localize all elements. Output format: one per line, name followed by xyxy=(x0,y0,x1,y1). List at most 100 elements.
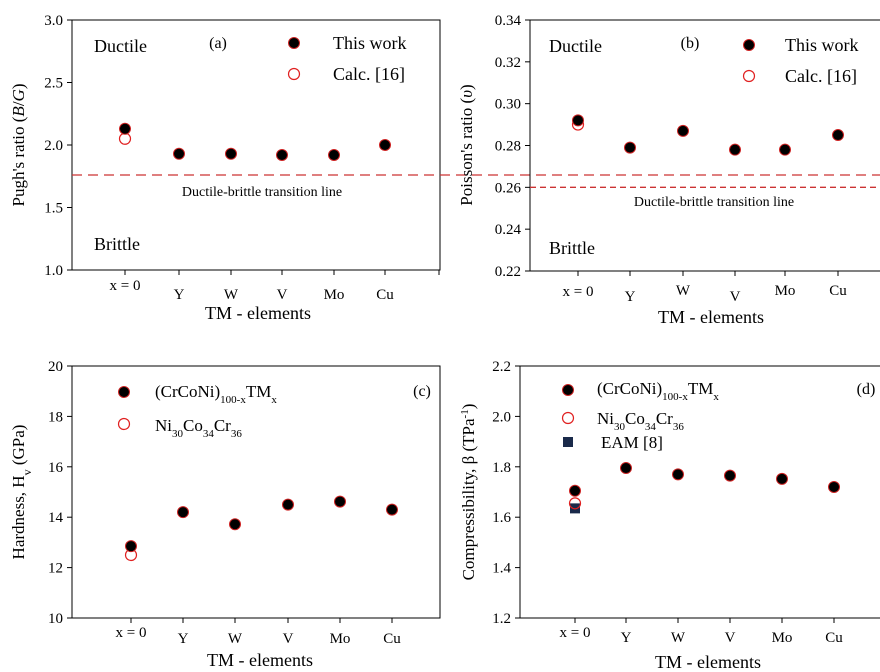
panel-b-x-axis-label: TM - elements xyxy=(658,307,764,327)
data-point xyxy=(572,114,584,127)
y-tick-label: 0.26 xyxy=(495,180,522,196)
y-tick-label: 12 xyxy=(48,561,63,577)
y-tick-label: 0.30 xyxy=(495,97,521,113)
y-tick-label: 1.4 xyxy=(492,561,511,577)
data-point xyxy=(229,518,241,531)
panel-a-legend: This work Calc. [16] xyxy=(287,33,407,84)
data-point xyxy=(276,149,288,161)
y-tick-label: 3.0 xyxy=(44,13,63,29)
panel-d-plot-frame xyxy=(519,365,880,619)
panel-a-region-brittle: Brittle xyxy=(94,234,140,254)
y-tick-label: 0.32 xyxy=(495,55,521,71)
y-tick-label: 20 xyxy=(48,359,63,375)
data-point xyxy=(225,147,237,160)
y-tick-label: 1.0 xyxy=(44,263,63,279)
panel-a-points xyxy=(118,122,391,161)
x-tick-label: Cu xyxy=(829,283,847,299)
data-point xyxy=(724,469,736,482)
panel-d-compressibility: 1.2 1.4 1.6 1.8 2.0 2.2 x = 0 Y W V Mo Cu Compress… xyxy=(459,359,880,672)
data-point xyxy=(568,497,582,510)
panel-b-region-brittle: Brittle xyxy=(549,238,595,258)
data-point xyxy=(779,143,791,156)
panel-b-poisson-ratio: 0.22 0.24 0.26 0.28 0.30 0.32 0.34 x = 0 Y W V Mo C… xyxy=(457,13,880,327)
panel-b-label: (b) xyxy=(681,35,700,52)
panel-b-legend: This work Calc. [16] xyxy=(742,35,859,86)
y-tick-label: 10 xyxy=(48,611,63,627)
data-point xyxy=(177,506,189,519)
panel-b-plot-frame xyxy=(529,19,880,272)
panel-c-x-axis-label: TM - elements xyxy=(207,650,313,670)
panel-a-legend-label-calc: Calc. [16] xyxy=(333,64,405,84)
data-point xyxy=(334,495,346,508)
panel-a-transition-label: Ductile-brittle transition line xyxy=(182,185,342,200)
panel-d-label: (d) xyxy=(857,381,876,398)
panel-b-y-ticks: 0.22 0.24 0.26 0.28 0.30 0.32 0.34 xyxy=(495,13,530,280)
x-tick-label: Y xyxy=(625,289,636,305)
panel-a-legend-marker-calc xyxy=(287,67,301,81)
data-point xyxy=(386,503,398,516)
panel-c-legend: (CrCoNi)100-xTMx Ni30Co34Cr36 xyxy=(117,382,277,440)
x-tick-label: V xyxy=(725,630,736,646)
data-point xyxy=(282,498,294,511)
data-point xyxy=(119,122,131,135)
panel-a-pugh-ratio: 1.0 1.5 2.0 2.5 3.0 x = 0 Y W V Mo Cu Pugh's rati… xyxy=(9,13,880,323)
panel-d-points xyxy=(568,462,840,514)
panel-c-legend-marker-reference xyxy=(117,417,131,431)
panel-d-x-ticks: x = 0 Y W V Mo Cu xyxy=(560,618,843,646)
x-tick-label: x = 0 xyxy=(563,284,594,300)
x-tick-label: W xyxy=(671,630,686,646)
x-tick-label: Y xyxy=(174,287,185,303)
panel-d-legend-label-eam: EAM [8] xyxy=(601,433,663,452)
data-point xyxy=(569,484,581,497)
x-tick-label: Mo xyxy=(330,631,351,647)
y-tick-label: 14 xyxy=(48,510,64,526)
data-point xyxy=(379,139,391,151)
panel-c-legend-label-reference: Ni30Co34Cr36 xyxy=(155,416,242,440)
panel-a-x-ticks: x = 0 Y W V Mo Cu xyxy=(110,270,440,303)
panel-b-transition-label: Ductile-brittle transition line xyxy=(634,195,794,210)
y-tick-label: 16 xyxy=(48,460,64,476)
panel-a-legend-label-this-work: This work xyxy=(333,33,407,53)
data-point xyxy=(328,149,340,161)
y-tick-label: 2.5 xyxy=(44,76,63,92)
panel-a-x-axis-label: TM - elements xyxy=(205,303,311,323)
y-tick-label: 2.0 xyxy=(44,138,63,154)
panel-b-x-ticks: x = 0 Y W V Mo Cu xyxy=(563,271,847,305)
panel-d-y-ticks: 1.2 1.4 1.6 1.8 2.0 2.2 xyxy=(492,359,520,627)
x-tick-label: Mo xyxy=(775,283,796,299)
x-tick-label: V xyxy=(277,287,288,303)
y-tick-label: 2.2 xyxy=(492,359,511,375)
data-point xyxy=(776,472,788,485)
panel-d-x-axis-label: TM - elements xyxy=(655,652,761,672)
data-point xyxy=(125,540,137,553)
x-tick-label: x = 0 xyxy=(560,625,591,641)
panel-d-legend-marker-eam xyxy=(563,437,573,447)
data-point xyxy=(624,141,636,154)
panel-a-region-ductile: Ductile xyxy=(94,36,147,56)
panel-b-y-axis-label: Poisson's ratio (υ) xyxy=(457,84,476,205)
panel-d-y-axis-label: Compressibility, β (TPa-1) xyxy=(459,404,478,581)
panel-b-legend-marker-calc xyxy=(742,69,756,83)
panel-a-y-ticks: 1.0 1.5 2.0 2.5 3.0 xyxy=(44,13,72,279)
y-tick-label: 1.2 xyxy=(492,611,511,627)
panel-b-points xyxy=(571,114,844,156)
y-tick-label: 0.28 xyxy=(495,139,521,155)
x-tick-label: W xyxy=(228,631,243,647)
x-tick-label: V xyxy=(730,289,741,305)
panel-c-x-ticks: x = 0 Y W V Mo Cu xyxy=(116,618,401,647)
panel-a-legend-marker-this-work xyxy=(288,37,300,49)
panel-b-legend-label-calc: Calc. [16] xyxy=(785,66,857,86)
y-tick-label: 0.34 xyxy=(495,13,522,29)
data-point xyxy=(620,462,632,475)
y-tick-label: 1.8 xyxy=(492,460,511,476)
data-point xyxy=(828,480,840,493)
x-tick-label: Y xyxy=(178,631,189,647)
panel-c-hardness: 10 12 14 16 18 20 x = 0 Y W V Mo Cu Hardness, Hv (… xyxy=(9,359,441,670)
panel-b-legend-label-this-work: This work xyxy=(785,35,859,55)
x-tick-label: Mo xyxy=(772,630,793,646)
panel-c-y-ticks: 10 12 14 16 18 20 xyxy=(48,359,72,627)
panel-b-legend-marker-this-work xyxy=(743,39,755,51)
y-tick-label: 0.24 xyxy=(495,222,522,238)
x-tick-label: Cu xyxy=(383,631,401,647)
panel-c-legend-label-alloy: (CrCoNi)100-xTMx xyxy=(155,382,277,406)
